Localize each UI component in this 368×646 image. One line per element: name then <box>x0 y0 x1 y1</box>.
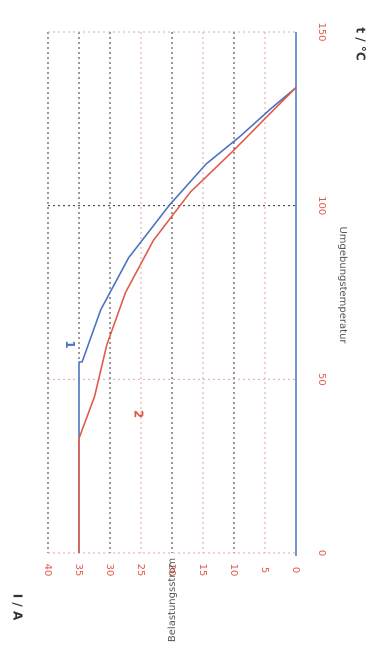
temperature-unit-label: t / °C <box>354 27 368 60</box>
current-unit-label: I / A <box>11 594 25 621</box>
temperature-tick-label: 0 <box>316 550 327 556</box>
current-tick-label: 40 <box>42 564 53 577</box>
current-tick-label: 25 <box>135 564 146 577</box>
temperature-axis-title: Umgebungstemperatur <box>337 226 348 344</box>
temperature-tick-label: 100 <box>316 196 327 215</box>
current-tick-label: 15 <box>197 564 208 577</box>
current-tick-label: 20 <box>166 564 177 577</box>
current-tick-label: 10 <box>228 564 239 577</box>
temperature-tick-label: 50 <box>316 373 327 386</box>
current-tick-label: 35 <box>73 564 84 577</box>
curve-label-1: 1 <box>63 340 77 348</box>
current-tick-label: 0 <box>290 567 301 573</box>
current-tick-label: 30 <box>104 564 115 577</box>
curve-label-2: 2 <box>131 410 145 418</box>
current-axis-title: Belastungsstrom <box>167 558 178 642</box>
series-line-2 <box>78 87 297 553</box>
current-tick-label: 5 <box>259 567 270 573</box>
series-line-1 <box>78 86 297 553</box>
temperature-tick-label: 150 <box>316 22 327 41</box>
